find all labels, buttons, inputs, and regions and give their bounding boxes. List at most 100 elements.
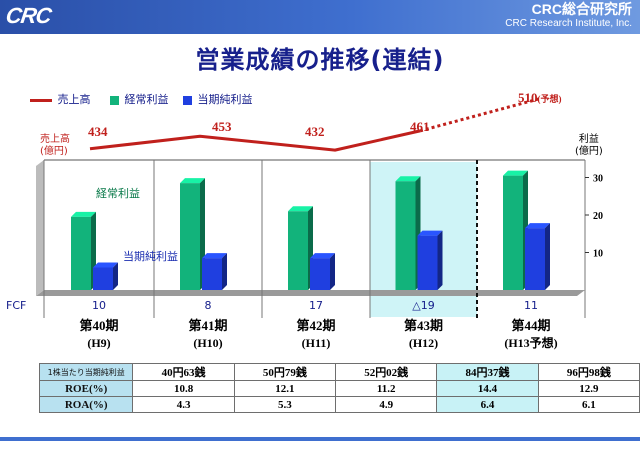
fcf-label: FCF [6,299,27,312]
profit-axis-unit: (億円) [575,146,603,157]
period-name: 第40期 [79,318,119,333]
table-cell: 6.4 [436,396,539,413]
bar-side [113,262,118,290]
table-row-label: ROE(%) [38,380,134,397]
table-row: ROA(%) 4.3 5.3 4.9 6.4 6.1 [38,396,640,413]
y-tick-label: 30 [593,174,603,185]
fcf-value: △19 [412,299,435,312]
header-bar: CRC CRC総合研究所 CRC Research Institute, Inc… [0,0,640,34]
bar-top [288,206,313,212]
bar-side [222,253,227,290]
sales-axis-unit: (億円) [40,146,68,157]
y-tick-label: 20 [593,211,603,222]
ordinary-inside-label: 経常利益 [96,187,140,200]
table-cell: 50円79銭 [233,363,337,381]
plot-floor [36,290,585,296]
period-label: 第40期 (H9) [44,318,154,354]
table-row-label: 1株当たり当期純利益 [38,363,134,381]
legend-green-swatch [110,95,119,105]
legend-net: 当期純利益 [183,91,253,107]
ordinary-profit-bar [71,216,91,290]
fcf-value: 10 [92,299,106,312]
bar-side [437,230,443,290]
table-cell: 10.8 [132,380,235,397]
period-year: (H10) [193,336,223,350]
period-label: 第42期 (H11) [262,318,370,354]
bar-top [503,170,528,176]
bar-top [93,262,118,268]
sales-forecast-line [419,97,541,133]
company-name-en: CRC Research Institute, Inc. [505,18,632,29]
bar-top [310,253,335,259]
period-year: (H13予想) [504,336,558,350]
forecast-note: (予想) [537,94,562,104]
period-name: 第43期 [403,318,443,333]
period-year: (H11) [301,336,331,350]
table-cell: 4.9 [335,396,438,413]
bar-top [71,211,96,217]
sales-line [89,129,421,152]
sales-axis-label: 売上高 (億円) [40,134,70,158]
table-cell: 96円98銭 [537,363,640,381]
period-year: (H12) [408,336,439,350]
net-inside-label: 当期純利益 [123,250,178,263]
period-label: 第41期 (H10) [154,318,262,354]
company-name: CRC総合研究所 CRC Research Institute, Inc. [505,2,632,30]
y-tick-label: 10 [593,249,603,260]
net-profit-bar [202,258,222,290]
table-row-label: ROA(%) [38,396,134,413]
legend-blue-swatch [183,95,192,105]
financial-table: 1株当たり当期純利益 40円63銭 50円79銭 52円02銭 84円37銭 96円98銭… [38,363,640,413]
table-row: ROE(%) 10.8 12.1 11.2 14.4 12.9 [38,380,640,397]
table-cell: 40円63銭 [132,363,235,381]
legend-net-label: 当期純利益 [197,93,253,106]
table-cell: 11.2 [335,380,438,397]
slide-title: 営業成績の推移(連結) [195,46,445,74]
table-cell: 84円37銭 [436,363,539,381]
table-row: 1株当たり当期純利益 40円63銭 50円79銭 52円02銭 84円37銭 96円98銭 [38,363,640,381]
net-profit-bar [417,235,438,290]
sales-value-label: 432 [305,124,325,139]
period-name: 第44期 [511,318,551,333]
legend-sales-label: 売上高 [57,93,91,106]
ordinary-profit-bar [395,181,416,290]
fcf-value: 8 [204,299,212,312]
net-profit-bar [93,267,113,290]
profit-axis-label: 利益 (億円) [575,134,603,158]
bar-side [545,223,550,290]
profit-axis-title: 利益 [578,134,599,145]
ordinary-profit-bar [503,175,523,290]
net-profit-bar [525,228,545,290]
table-cell: 5.3 [233,396,337,413]
bar-top [417,230,443,236]
bar-top [395,176,421,182]
ordinary-profit-bar [288,211,308,290]
period-year: (H9) [87,336,111,350]
sales-value-label: 453 [212,119,232,134]
table-cell: 6.1 [537,396,640,413]
bar-side [330,253,335,290]
legend-ordinary: 経常利益 [110,91,169,107]
plot-side-wall [36,160,44,296]
bar-top [202,253,227,259]
period-label: 第43期 (H12) [370,318,477,354]
company-name-jp: CRC総合研究所 [531,1,632,17]
bar-top [525,223,550,229]
legend-ordinary-label: 経常利益 [124,93,169,106]
fcf-value: 11 [524,299,538,312]
ordinary-profit-bar [180,183,200,290]
table-cell: 12.1 [233,380,337,397]
bar-top [180,178,205,184]
table-cell: 52円02銭 [335,363,438,381]
table-cell: 12.9 [537,380,640,397]
sales-value-label: 461 [410,119,430,134]
bottom-rule [0,437,640,441]
period-name: 第41期 [188,318,228,333]
fcf-value: 17 [309,299,323,312]
net-profit-bar [310,258,330,290]
table-cell: 14.4 [436,380,539,397]
period-label: 第44期 (H13予想) [477,318,585,354]
sales-axis-title: 売上高 [40,134,70,145]
legend-line-swatch [30,98,52,102]
